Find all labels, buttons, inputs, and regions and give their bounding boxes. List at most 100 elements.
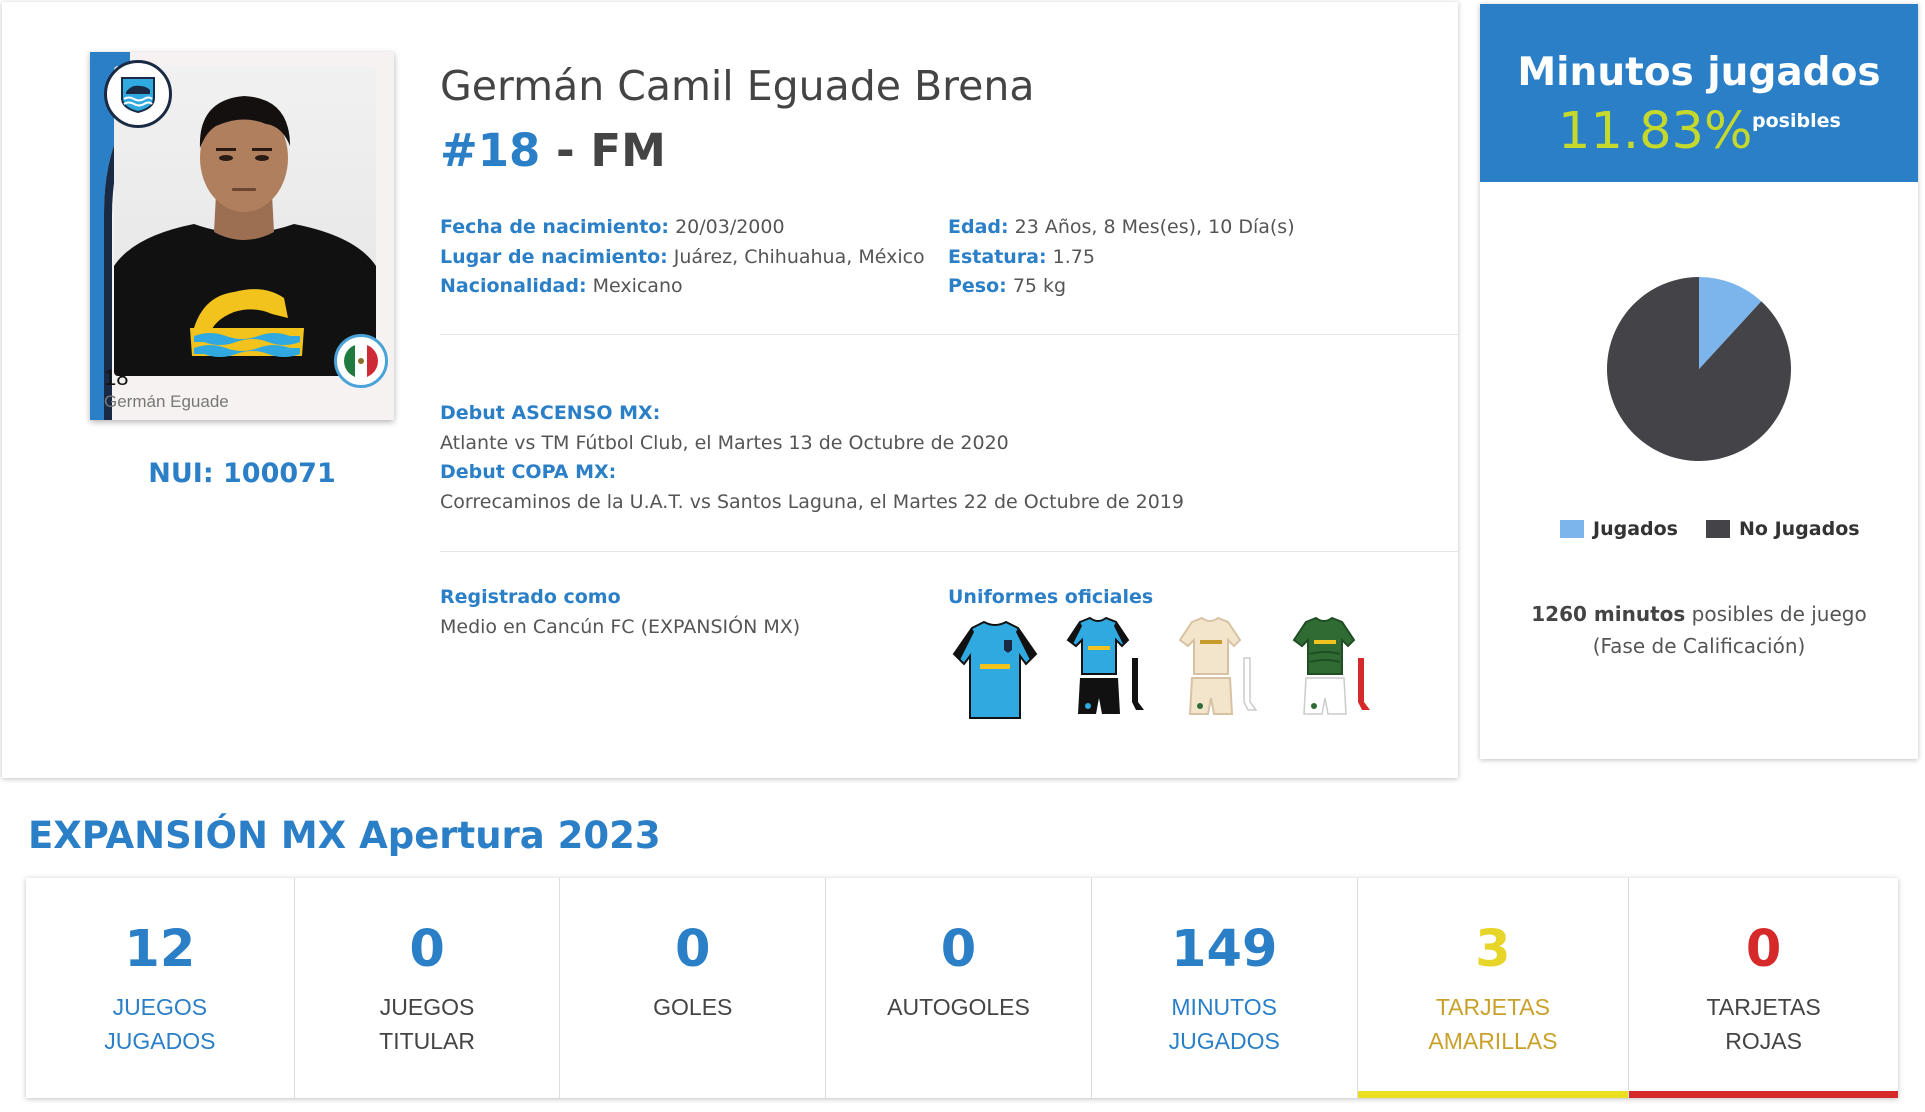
card-stripe-decoration bbox=[90, 52, 136, 420]
stat-label-line: Rojas bbox=[1725, 1028, 1802, 1054]
minutes-title: Minutos jugados bbox=[1517, 50, 1881, 95]
stat-label: Minutos Jugados bbox=[1092, 990, 1357, 1058]
kit-2-icon[interactable] bbox=[1064, 614, 1150, 732]
height-label: Estatura: bbox=[948, 246, 1047, 268]
number-position-separator: - bbox=[540, 124, 591, 177]
stat-label-line: Juegos bbox=[112, 994, 208, 1020]
kit-1-icon[interactable] bbox=[950, 614, 1040, 732]
stat-label-line: Tarjetas bbox=[1706, 994, 1821, 1020]
divider bbox=[440, 551, 1458, 552]
legend-not-played[interactable]: No Jugados bbox=[1706, 518, 1860, 540]
minutes-header: Minutos jugados 11.83% posibles bbox=[1480, 4, 1918, 182]
player-nui: NUI: 100071 bbox=[148, 458, 336, 489]
card-player-name: Germán Eguade bbox=[104, 392, 229, 411]
birthplace-label: Lugar de nacimiento: bbox=[440, 246, 668, 268]
nationality-row: Nacionalidad: Mexicano bbox=[440, 275, 683, 297]
stat-label: Goles bbox=[560, 990, 825, 1024]
stat-value: 149 bbox=[1170, 920, 1278, 979]
season-stats: 12 Juegos Jugados 0 Juegos Titular 0 Gol… bbox=[26, 878, 1898, 1098]
legend-swatch-played bbox=[1560, 520, 1584, 538]
registered-as-label: Registrado como bbox=[440, 586, 621, 608]
kit-3-icon[interactable] bbox=[1176, 614, 1262, 732]
stat-label-line: Amarillas bbox=[1428, 1028, 1558, 1054]
player-position: FM bbox=[590, 124, 666, 177]
kit-4-icon[interactable] bbox=[1290, 614, 1376, 732]
player-number: #18 bbox=[440, 124, 541, 177]
stat-value: 0 bbox=[1745, 920, 1782, 979]
mexico-flag-icon bbox=[334, 334, 388, 388]
stat-games-started: 0 Juegos Titular bbox=[295, 878, 561, 1098]
debut-copa-text: Correcaminos de la U.A.T. vs Santos Lagu… bbox=[440, 491, 1184, 513]
registered-as-text: Medio en Cancún FC (EXPANSIÓN MX) bbox=[440, 616, 801, 638]
stat-minutes-played: 149 Minutos Jugados bbox=[1092, 878, 1358, 1098]
stat-value: 3 bbox=[1475, 920, 1511, 979]
stat-label-line: Titular bbox=[379, 1028, 475, 1054]
legend-not-played-label: No Jugados bbox=[1739, 518, 1860, 540]
legend-swatch-not-played bbox=[1706, 520, 1730, 538]
stat-label: Autogoles bbox=[826, 990, 1091, 1024]
stat-label-line: Tarjetas bbox=[1435, 994, 1550, 1020]
stat-value: 0 bbox=[675, 920, 711, 979]
season-title: EXPANSIÓN MX Apertura 2023 bbox=[28, 814, 661, 857]
possible-minutes-text: 1260 minutos posibles de juego bbox=[1480, 602, 1918, 626]
player-sticker-card: 18 Germán Eguade bbox=[90, 52, 394, 420]
minutes-played-card: Minutos jugados 11.83% posibles Jugados … bbox=[1480, 4, 1918, 759]
uniforms-label: Uniformes oficiales bbox=[948, 586, 1154, 608]
age-label: Edad: bbox=[948, 216, 1009, 238]
divider bbox=[440, 334, 1458, 335]
possible-minutes-value: 1260 minutos bbox=[1531, 602, 1686, 626]
stat-label: Tarjetas Amarillas bbox=[1358, 990, 1629, 1058]
debut-ascenso-label: Debut ASCENSO MX: bbox=[440, 402, 661, 424]
stat-label-line: Goles bbox=[653, 994, 733, 1020]
stat-label-line: Jugados bbox=[1168, 1028, 1280, 1054]
legend-played-label: Jugados bbox=[1593, 518, 1678, 540]
stat-label: Juegos Titular bbox=[295, 990, 560, 1058]
stat-label-line: Jugados bbox=[104, 1028, 216, 1054]
player-full-name: Germán Camil Eguade Brena bbox=[440, 62, 1035, 110]
stat-label: Tarjetas Rojas bbox=[1629, 990, 1898, 1058]
age-row: Edad: 23 Años, 8 Mes(es), 10 Día(s) bbox=[948, 216, 1295, 238]
card-jersey-number: 18 bbox=[104, 365, 129, 390]
birthplace-row: Lugar de nacimiento: Juárez, Chihuahua, … bbox=[440, 246, 925, 268]
red-card-bar bbox=[1629, 1091, 1898, 1098]
stat-red-cards: 0 Tarjetas Rojas bbox=[1629, 878, 1898, 1098]
debut-ascenso-text: Atlante vs TM Fútbol Club, el Martes 13 … bbox=[440, 432, 1009, 454]
height-row: Estatura: 1.75 bbox=[948, 246, 1095, 268]
stat-value: 0 bbox=[409, 920, 445, 979]
birthplace-value: Juárez, Chihuahua, México bbox=[673, 246, 925, 268]
stat-label-line: Minutos bbox=[1171, 994, 1278, 1020]
stat-label-line: Juegos bbox=[379, 994, 475, 1020]
phase-text: (Fase de Calificación) bbox=[1592, 634, 1806, 658]
legend-played[interactable]: Jugados bbox=[1560, 518, 1678, 540]
stat-games-played: 12 Juegos Jugados bbox=[26, 878, 295, 1098]
nationality-label: Nacionalidad: bbox=[440, 275, 587, 297]
player-number-position: #18 - FM bbox=[440, 124, 666, 177]
stat-value: 12 bbox=[124, 920, 196, 979]
minutes-pie-chart bbox=[1607, 277, 1791, 461]
stat-goals: 0 Goles bbox=[560, 878, 827, 1098]
player-profile-card: 18 Germán Eguade NUI: 100071 Germán Cami… bbox=[2, 2, 1458, 778]
stat-label: Juegos Jugados bbox=[26, 990, 294, 1058]
minutes-percentage: 11.83% bbox=[1558, 102, 1753, 161]
stat-value: 0 bbox=[940, 920, 977, 979]
birthdate-row: Fecha de nacimiento: 20/03/2000 bbox=[440, 216, 785, 238]
stat-label-line: Autogoles bbox=[887, 994, 1030, 1020]
minutes-subtitle: posibles bbox=[1752, 110, 1841, 132]
weight-row: Peso: 75 kg bbox=[948, 275, 1066, 297]
weight-label: Peso: bbox=[948, 275, 1007, 297]
player-photo bbox=[114, 66, 376, 376]
nationality-value: Mexicano bbox=[592, 275, 683, 297]
stat-yellow-cards: 3 Tarjetas Amarillas bbox=[1357, 878, 1630, 1098]
weight-value: 75 kg bbox=[1012, 275, 1067, 297]
birthdate-label: Fecha de nacimiento: bbox=[440, 216, 670, 238]
uniforms-gallery bbox=[950, 614, 1410, 732]
debut-copa-label: Debut COPA MX: bbox=[440, 461, 617, 483]
pie-slice-played bbox=[1699, 277, 1762, 369]
birthdate-value: 20/03/2000 bbox=[675, 216, 785, 238]
club-badge-icon bbox=[104, 60, 172, 128]
possible-minutes-rest: posibles de juego bbox=[1685, 602, 1867, 626]
age-value: 23 Años, 8 Mes(es), 10 Día(s) bbox=[1014, 216, 1295, 238]
height-value: 1.75 bbox=[1052, 246, 1095, 268]
stat-own-goals: 0 Autogoles bbox=[826, 878, 1092, 1098]
yellow-card-bar bbox=[1357, 1091, 1629, 1098]
